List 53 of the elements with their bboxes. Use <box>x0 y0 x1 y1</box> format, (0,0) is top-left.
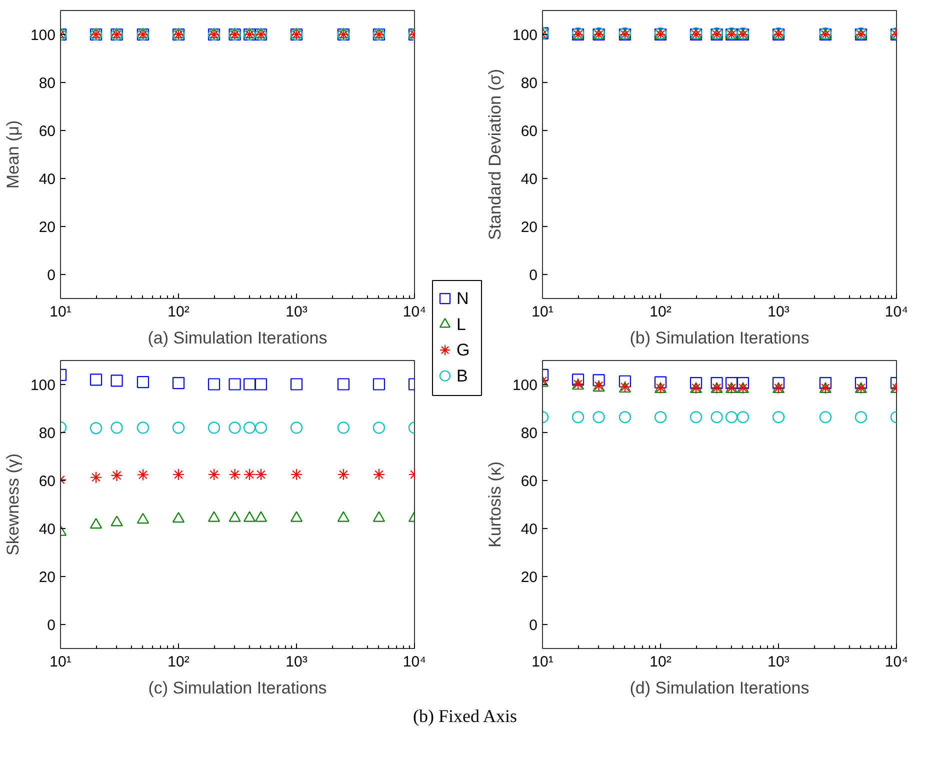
x-axis-title: (a) Simulation Iterations <box>148 328 328 348</box>
x-tick-label: 10¹ <box>532 304 554 320</box>
x-tick-label: 10⁴ <box>402 304 426 320</box>
y-tick-label: 20 <box>520 219 538 236</box>
x-tick-label: 10⁴ <box>884 304 908 320</box>
x-tick-label: 10³ <box>286 654 308 670</box>
text: (b) Fixed Axis <box>412 705 517 728</box>
y-tick-label: 40 <box>520 521 538 538</box>
legend-label: B <box>456 366 468 386</box>
x-tick-label: 10³ <box>286 304 308 320</box>
x-tick-label: 10² <box>650 654 672 670</box>
y-axis-title: Mean (μ) <box>3 120 22 189</box>
y-axis-title: Standard Deviation (σ) <box>485 68 504 240</box>
x-tick-label: 10³ <box>768 304 790 320</box>
x-tick-label: 10¹ <box>50 304 72 320</box>
x-axis-title: (d) Simulation Iterations <box>630 678 810 698</box>
x-tick-label: 10³ <box>768 654 790 670</box>
x-tick-label: 10¹ <box>50 654 72 670</box>
x-tick-label: 10⁴ <box>884 654 908 670</box>
y-tick-label: 100 <box>512 377 538 394</box>
y-tick-label: 0 <box>529 617 538 634</box>
y-tick-label: 0 <box>529 267 538 284</box>
x-axis-title: (c) Simulation Iterations <box>148 678 327 698</box>
y-tick-label: 100 <box>30 27 56 44</box>
legend-label: G <box>456 340 470 360</box>
y-tick-label: 100 <box>30 377 56 394</box>
y-tick-label: 40 <box>38 171 56 188</box>
y-tick-label: 80 <box>520 75 538 92</box>
y-tick-label: 60 <box>520 123 538 140</box>
y-tick-label: 80 <box>38 75 56 92</box>
y-tick-label: 20 <box>38 219 56 236</box>
x-tick-label: 10¹ <box>532 654 554 670</box>
x-tick-label: 10² <box>650 304 672 320</box>
legend-label: L <box>456 314 466 334</box>
y-axis-title: Skewness (γ) <box>3 453 22 556</box>
x-tick-label: 10⁴ <box>402 654 426 670</box>
legend-label: N <box>456 289 469 308</box>
y-tick-label: 20 <box>38 569 56 586</box>
x-axis-title: (b) Simulation Iterations <box>630 328 810 348</box>
y-tick-label: 60 <box>38 473 56 490</box>
y-tick-label: 60 <box>520 473 538 490</box>
y-tick-label: 0 <box>47 267 56 284</box>
y-tick-label: 20 <box>520 569 538 586</box>
y-tick-label: 80 <box>520 425 538 442</box>
y-tick-label: 0 <box>47 617 56 634</box>
y-tick-label: 40 <box>38 521 56 538</box>
y-tick-label: 60 <box>38 123 56 140</box>
x-tick-label: 10² <box>168 304 190 320</box>
y-tick-label: 100 <box>512 27 538 44</box>
x-tick-label: 10² <box>168 654 190 670</box>
y-tick-label: 80 <box>38 425 56 442</box>
y-tick-label: 40 <box>520 171 538 188</box>
y-axis-title: Kurtosis (κ) <box>485 462 504 548</box>
